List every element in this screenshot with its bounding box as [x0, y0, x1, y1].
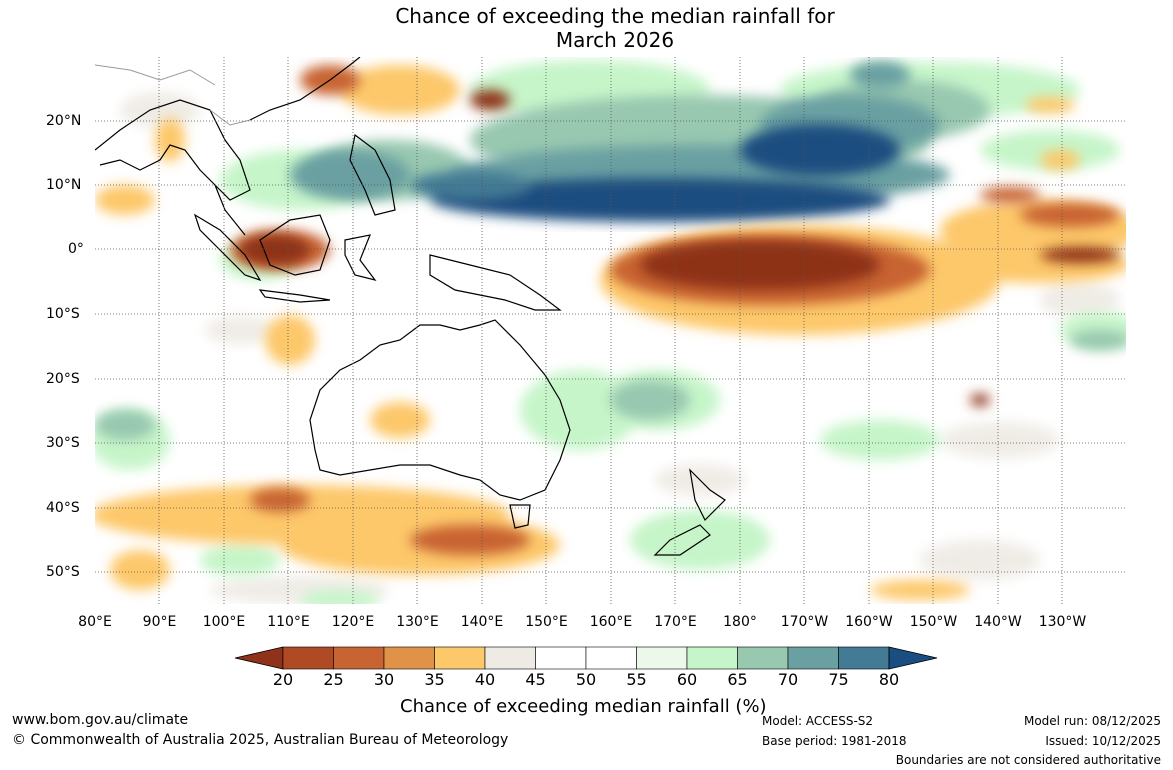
website-link[interactable]: www.bom.gov.au/climate	[12, 712, 189, 728]
lon-label: 150°W	[909, 614, 958, 630]
colorbar-segment	[383, 646, 435, 670]
colorbar-tick-label: 60	[676, 670, 698, 689]
dry-strong-patches	[240, 90, 1120, 406]
colorbar-tick-label: 35	[424, 670, 445, 689]
copyright-text: © Commonwealth of Australia 2025, Austra…	[12, 732, 509, 748]
lon-label: 170°W	[780, 614, 829, 630]
lat-label: 0°	[68, 241, 84, 257]
rainfall-field	[95, 57, 1126, 604]
lat-label: 10°N	[46, 177, 82, 193]
colorbar-segment	[636, 646, 688, 670]
lon-label: 80°E	[78, 614, 112, 630]
lat-label: 20°S	[46, 371, 80, 387]
lon-label: 180°	[723, 614, 757, 630]
colorbar-segment	[585, 646, 637, 670]
base-period-text: Base period: 1981-2018	[762, 734, 907, 748]
colorbar-extend-low	[234, 646, 284, 670]
colorbar-tick-label: 45	[525, 670, 546, 689]
colorbar-tick-label: 20	[272, 670, 294, 689]
lon-label: 140°W	[974, 614, 1022, 630]
colorbar-segment	[333, 646, 385, 670]
asia-mainland-coastline	[95, 99, 251, 201]
lon-label: 120°E	[331, 614, 375, 630]
colorbar-segment	[737, 646, 789, 670]
new-zealand-north	[689, 468, 726, 522]
lat-label: 40°S	[46, 500, 80, 516]
issued-text: Issued: 10/12/2025	[1045, 734, 1161, 748]
colorbar	[234, 646, 938, 670]
lat-label: 20°N	[46, 113, 82, 129]
colorbar-tick-label: 25	[323, 670, 344, 689]
colorbar-tick-label: 80	[878, 670, 900, 689]
map-title: Chance of exceeding the median rainfall …	[0, 4, 1173, 52]
title-line-2: March 2026	[555, 28, 675, 52]
borneo-coastline	[259, 214, 331, 276]
colorbar-segment	[535, 646, 587, 670]
lon-label: 150°E	[525, 614, 568, 630]
lon-label: 100°E	[202, 614, 246, 630]
colorbar-tick-label: 30	[373, 670, 395, 689]
colorbar-tick-label: 40	[474, 670, 496, 689]
lat-label: 30°S	[46, 435, 80, 451]
philippines-coastline	[349, 133, 396, 216]
title-line-1: Chance of exceeding the median rainfall …	[395, 4, 835, 28]
lon-label: 130°W	[1038, 614, 1087, 630]
lon-label: 160°W	[845, 614, 893, 630]
colorbar-tick-label: 50	[575, 670, 597, 689]
lat-label: 10°S	[46, 306, 80, 322]
disclaimer-text: Boundaries are not considered authoritat…	[895, 753, 1161, 767]
lon-label: 110°E	[267, 614, 310, 630]
tasmania-coastline	[509, 504, 531, 529]
java-coastline	[258, 289, 331, 303]
model-text: Model: ACCESS-S2	[762, 714, 874, 728]
colorbar-segment	[838, 646, 890, 670]
colorbar-segment	[282, 646, 334, 670]
colorbar-tick-label: 75	[828, 670, 849, 689]
colorbar-segment	[686, 646, 738, 670]
colorbar-tick-label: 55	[626, 670, 647, 689]
coastlines	[95, 57, 726, 556]
lat-label: 50°S	[46, 564, 80, 580]
sulawesi-coastline	[344, 234, 377, 281]
model-run-text: Model run: 08/12/2025	[1023, 714, 1161, 728]
colorbar-segment	[787, 646, 839, 670]
lon-label: 130°E	[396, 614, 439, 630]
country-borders	[95, 64, 251, 126]
colorbar-extend-high	[888, 646, 938, 670]
colorbar-segment	[434, 646, 486, 670]
colorbar-segment	[484, 646, 536, 670]
malay-peninsula	[214, 184, 246, 236]
new-guinea-coastline	[429, 254, 562, 311]
australia-coastline	[309, 319, 571, 501]
lon-label: 90°E	[142, 614, 177, 630]
colorbar-label: Chance of exceeding median rainfall (%)	[400, 696, 767, 717]
graticule	[95, 57, 1126, 604]
lon-label: 160°E	[589, 614, 633, 630]
lon-label: 140°E	[460, 614, 504, 630]
china-coastline	[249, 57, 361, 121]
colorbar-tick-label: 65	[727, 670, 748, 689]
lon-label: 170°E	[654, 614, 697, 630]
colorbar-tick-label: 70	[777, 670, 799, 689]
